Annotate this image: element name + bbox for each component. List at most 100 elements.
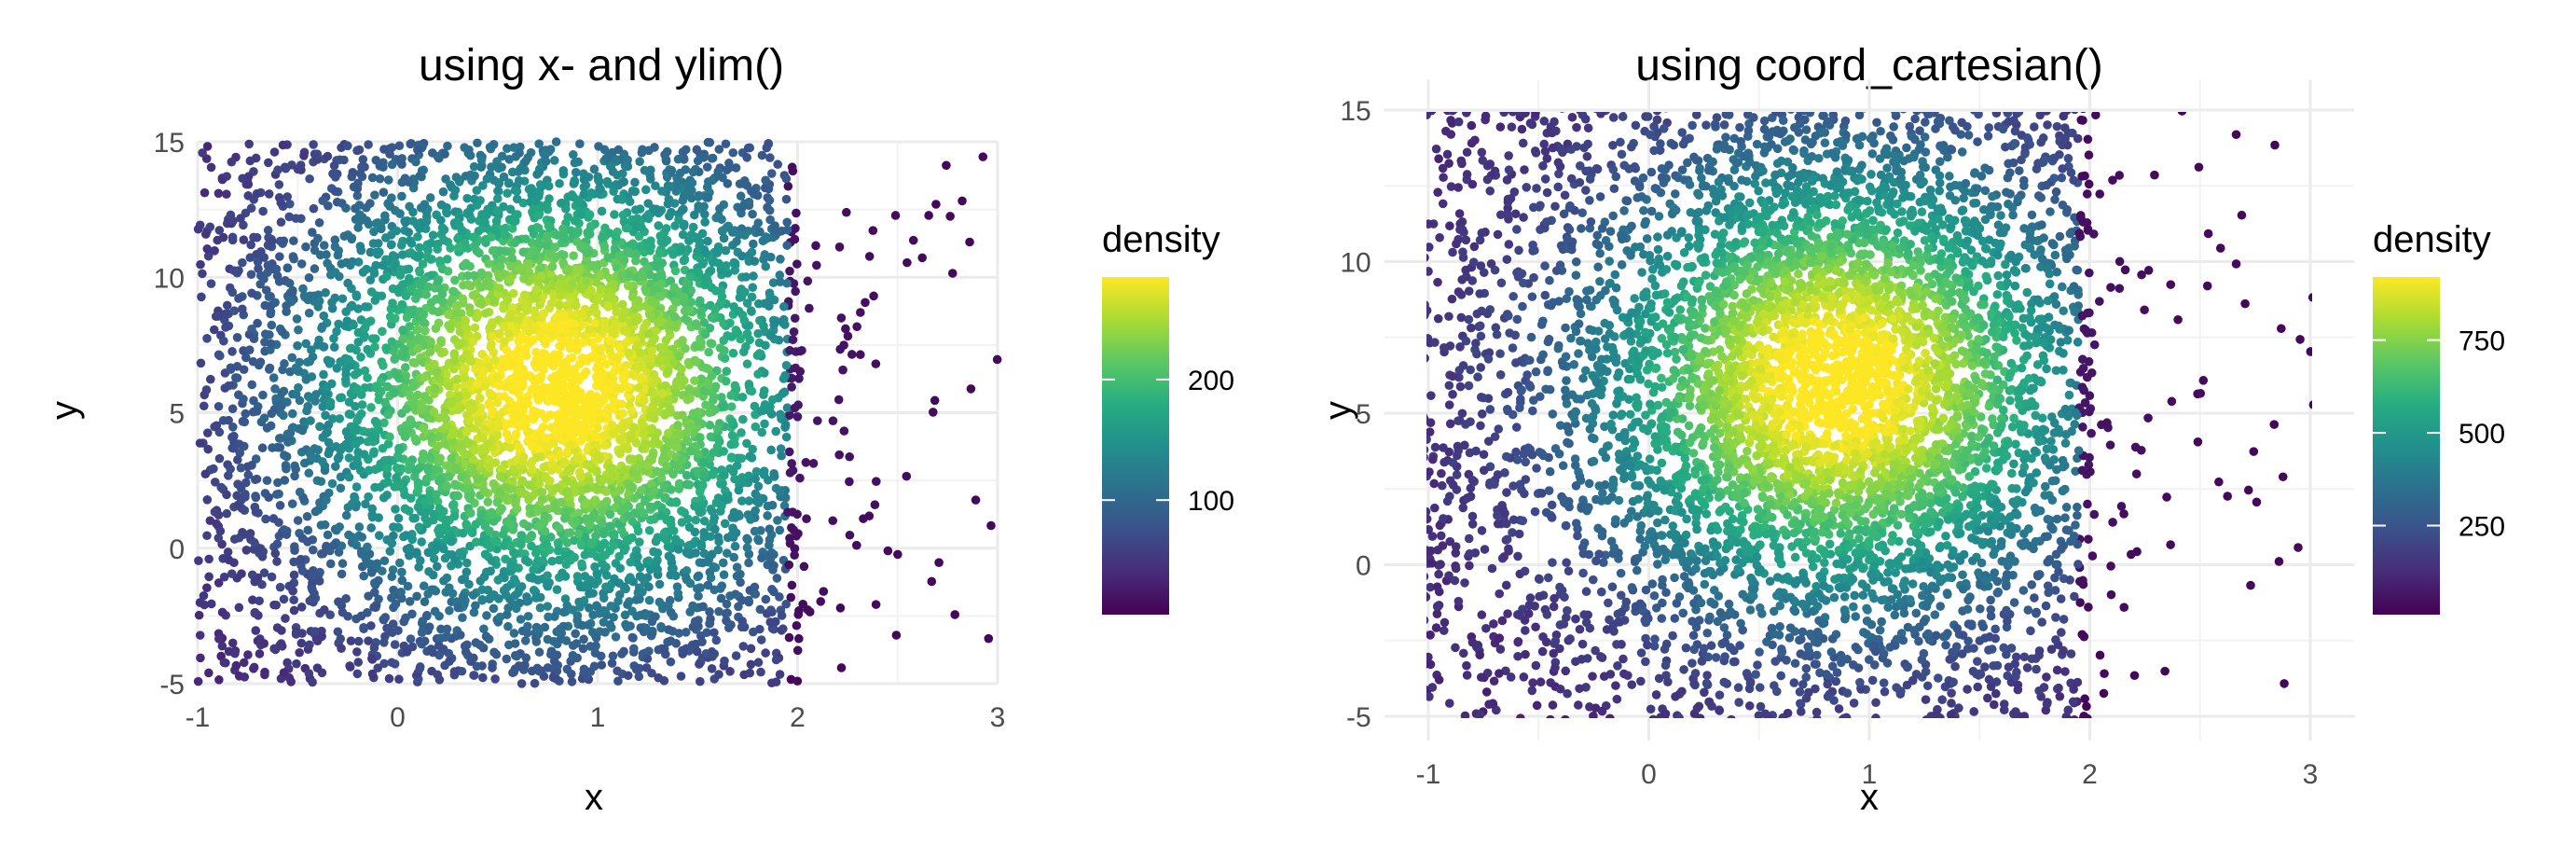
scatter-point [661,336,671,345]
scatter-point [367,504,378,514]
scatter-point [227,347,237,356]
scatter-point [489,478,499,489]
scatter-point [589,189,599,199]
scatter-point [585,539,596,549]
scatter-point [398,280,407,289]
scatter-point [635,537,644,547]
scatter-point [529,335,538,345]
scatter-point [649,514,659,524]
scatter-point [392,464,402,473]
scatter-point [465,308,475,318]
scatter-point [641,286,651,297]
scatter-point [404,228,414,237]
scatter-point [437,289,448,299]
scatter-point [544,221,554,231]
scatter-point [440,553,450,563]
scatter-point [691,515,701,525]
scatter-point [361,499,370,509]
scatter-point [462,193,472,203]
scatter-point [227,157,237,167]
scatter-point [669,199,680,208]
scatter-point [750,401,760,411]
scatter-point [451,173,461,182]
scatter-point [226,464,235,474]
scatter-point [291,464,301,474]
scatter-point [321,390,330,399]
scatter-point [328,414,337,423]
scatter-point [751,506,760,516]
scatter-point [193,676,203,686]
scatter-point [282,301,291,311]
scatter-point [527,541,536,551]
scatter-point [258,547,269,557]
scatter-point [238,304,247,314]
scatter-point [681,628,691,637]
scatter-point [775,670,785,679]
scatter-point [329,160,339,171]
scatter-point [379,556,390,566]
scatter-point [603,291,613,301]
scatter-point [570,215,580,226]
scatter-point [706,573,716,583]
scatter-point [487,232,496,242]
scatter-point [218,232,228,242]
scatter-point [318,196,328,206]
scatter-point [274,489,283,499]
scatter-point [723,269,733,278]
scatter-point [708,153,718,163]
scatter-point [696,307,706,316]
scatter-point [871,600,881,609]
scatter-point [239,220,248,230]
scatter-point [812,260,821,270]
scatter-point [310,264,320,273]
scatter-point [489,296,499,306]
scatter-point [767,585,777,594]
scatter-point [654,221,664,230]
scatter-point [472,186,482,195]
scatter-point [434,641,444,651]
scatter-point [581,367,591,377]
scatter-point [301,339,311,349]
scatter-point [505,443,516,452]
scatter-point [227,569,237,578]
scatter-point [289,236,298,246]
scatter-point [672,582,682,592]
scatter-point [515,358,524,367]
scatter-point [776,255,785,264]
scatter-point [228,422,238,432]
scatter-point [523,398,533,409]
scatter-point [442,523,452,533]
scatter-point [521,351,531,361]
scatter-point [473,138,482,148]
scatter-point [339,155,349,165]
scatter-point [404,177,414,187]
scatter-point [798,599,808,609]
scatter-point [416,203,426,213]
scatter-point [518,422,529,431]
scatter-point [737,251,747,261]
scatter-point [202,531,212,541]
scatter-point [434,413,444,423]
scatter-point [489,603,499,614]
scatter-point [699,318,709,327]
scatter-point [310,245,320,256]
scatter-point [484,398,494,409]
scatter-point [255,596,264,606]
scatter-point [469,161,479,172]
scatter-point [387,572,397,582]
scatter-point [710,304,720,314]
scatter-point [479,487,489,496]
scatter-point [607,421,617,430]
scatter-point [472,661,482,672]
scatter-point [462,478,472,487]
scatter-point [559,457,569,466]
scatter-point [667,544,677,553]
scatter-point [593,334,602,344]
scatter-point [585,325,595,335]
scatter-point [597,660,607,670]
scatter-point [327,478,337,489]
scatter-point [290,546,299,555]
scatter-point [313,505,324,515]
scatter-point [722,261,731,270]
scatter-point [845,530,855,540]
